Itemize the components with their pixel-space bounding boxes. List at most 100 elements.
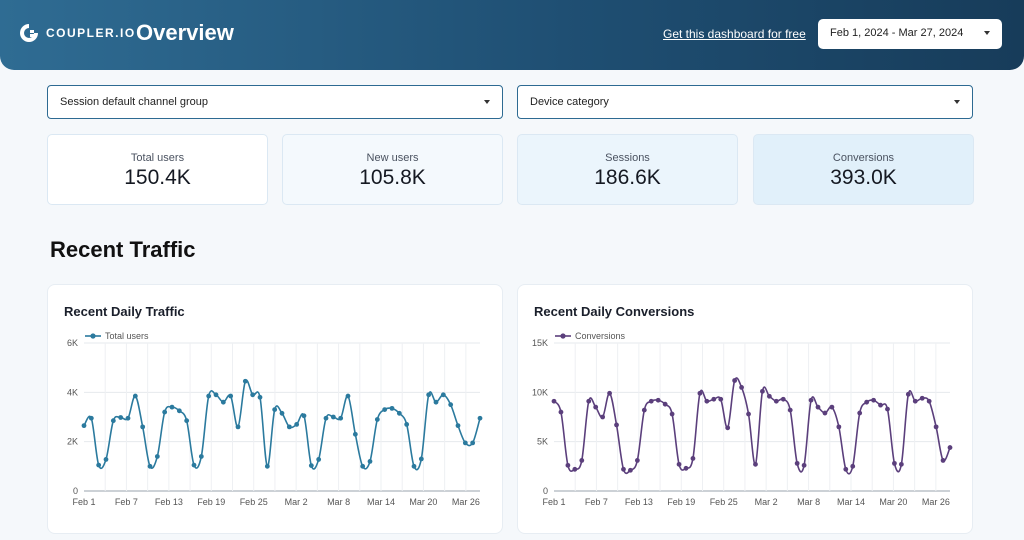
data-point[interactable] (739, 385, 744, 390)
data-point[interactable] (411, 463, 417, 469)
data-point[interactable] (213, 392, 219, 398)
data-point[interactable] (732, 378, 738, 383)
data-point[interactable] (780, 396, 786, 402)
data-point[interactable] (360, 463, 366, 469)
data-point[interactable] (746, 411, 751, 417)
data-point[interactable] (836, 424, 842, 430)
data-point[interactable] (843, 466, 849, 472)
data-point[interactable] (669, 411, 675, 417)
data-point[interactable] (704, 398, 710, 404)
data-point[interactable] (711, 396, 717, 402)
data-point[interactable] (718, 396, 724, 402)
data-point[interactable] (926, 398, 932, 404)
data-point[interactable] (455, 423, 461, 429)
data-point[interactable] (857, 410, 863, 416)
data-point[interactable] (690, 456, 696, 461)
data-point[interactable] (88, 415, 94, 421)
data-point[interactable] (586, 398, 592, 404)
data-point[interactable] (919, 395, 925, 401)
data-point[interactable] (634, 458, 640, 463)
data-point[interactable] (338, 415, 344, 421)
data-point[interactable] (323, 415, 329, 421)
data-point[interactable] (593, 404, 599, 410)
data-point[interactable] (426, 392, 432, 398)
data-point[interactable] (655, 397, 661, 403)
data-point[interactable] (367, 459, 373, 464)
data-point[interactable] (871, 397, 876, 403)
data-point[interactable] (96, 462, 102, 468)
data-point[interactable] (125, 415, 131, 421)
data-point[interactable] (579, 458, 585, 463)
data-point[interactable] (829, 404, 835, 410)
data-point[interactable] (773, 398, 779, 404)
data-point[interactable] (885, 406, 890, 412)
data-point[interactable] (184, 418, 190, 424)
data-point[interactable] (815, 404, 821, 410)
data-point[interactable] (572, 466, 578, 472)
data-point[interactable] (404, 422, 410, 427)
data-point[interactable] (301, 413, 307, 419)
data-point[interactable] (725, 425, 731, 431)
data-point[interactable] (286, 424, 292, 430)
data-point[interactable] (898, 461, 904, 467)
data-point[interactable] (607, 390, 612, 396)
data-point[interactable] (352, 431, 358, 437)
data-point[interactable] (787, 407, 793, 413)
data-point[interactable] (103, 457, 109, 462)
data-point[interactable] (176, 408, 182, 414)
get-dashboard-link[interactable]: Get this dashboard for free (663, 27, 806, 41)
data-point[interactable] (272, 407, 278, 412)
data-point[interactable] (294, 422, 300, 427)
data-point[interactable] (316, 457, 322, 462)
data-point[interactable] (147, 463, 153, 469)
date-range-picker[interactable]: Feb 1, 2024 - Mar 27, 2024 (818, 19, 1002, 49)
data-point[interactable] (905, 391, 911, 397)
data-point[interactable] (81, 423, 87, 429)
data-point[interactable] (648, 398, 654, 404)
data-point[interactable] (220, 399, 226, 405)
data-point[interactable] (206, 393, 212, 399)
data-point[interactable] (169, 404, 175, 410)
data-point[interactable] (140, 424, 146, 430)
data-point[interactable] (382, 407, 388, 412)
data-point[interactable] (198, 454, 204, 459)
data-point[interactable] (676, 461, 682, 467)
data-point[interactable] (110, 418, 116, 424)
coupler-logo[interactable]: COUPLER.IO (18, 22, 136, 44)
data-point[interactable] (477, 415, 483, 421)
data-point[interactable] (162, 409, 168, 415)
data-point[interactable] (600, 414, 606, 420)
data-point[interactable] (558, 409, 564, 415)
data-point[interactable] (191, 462, 197, 468)
data-point[interactable] (801, 462, 807, 468)
data-point[interactable] (345, 393, 351, 399)
data-point[interactable] (374, 417, 380, 422)
data-point[interactable] (330, 414, 336, 420)
data-point[interactable] (418, 456, 424, 462)
data-point[interactable] (683, 465, 689, 471)
data-point[interactable] (132, 393, 138, 399)
data-point[interactable] (947, 445, 953, 450)
channel-group-filter[interactable]: Session default channel group (47, 85, 503, 119)
device-category-filter[interactable]: Device category (517, 85, 973, 119)
data-point[interactable] (850, 463, 856, 469)
data-point[interactable] (794, 460, 800, 466)
data-point[interactable] (440, 392, 446, 398)
data-point[interactable] (308, 463, 314, 468)
data-point[interactable] (933, 424, 939, 430)
data-point[interactable] (912, 398, 918, 404)
data-point[interactable] (808, 397, 814, 403)
data-point[interactable] (448, 402, 454, 408)
data-point[interactable] (250, 392, 256, 398)
data-point[interactable] (462, 440, 468, 446)
data-point[interactable] (257, 394, 263, 400)
data-point[interactable] (697, 390, 703, 396)
data-point[interactable] (940, 458, 946, 463)
data-point[interactable] (641, 407, 647, 413)
data-point[interactable] (470, 440, 476, 446)
data-point[interactable] (235, 424, 241, 430)
data-point[interactable] (551, 398, 557, 404)
data-point[interactable] (822, 410, 828, 416)
data-point[interactable] (565, 462, 571, 468)
data-point[interactable] (878, 402, 883, 408)
